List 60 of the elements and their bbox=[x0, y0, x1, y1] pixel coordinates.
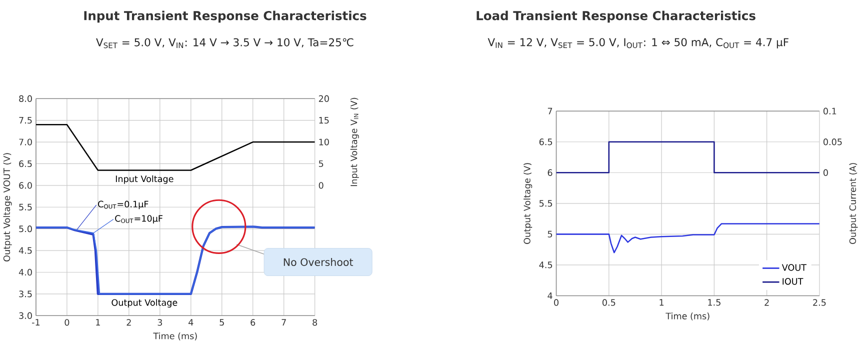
legend-label: IOUT bbox=[782, 278, 804, 285]
chart-subtitle: V$_{SET}$ = 5.0 V, V$_{IN}$: 14 V → 3.5 V → 10 V, Ta=25℃ bbox=[96, 38, 354, 48]
y2-axis-title: Input Voltage V$_{IN}$ (V) bbox=[350, 98, 359, 186]
x-tick-label: 0.5 bbox=[602, 299, 616, 306]
y-tick-label: 5.0 bbox=[19, 226, 32, 232]
y-tick-label: 7 bbox=[548, 108, 552, 115]
x-tick-label: 0 bbox=[554, 299, 558, 306]
annotation: No Overshoot bbox=[284, 258, 354, 266]
x-tick-label: 3 bbox=[158, 319, 162, 326]
y2-tick-label: 10 bbox=[319, 138, 329, 146]
y-tick-label: 4.5 bbox=[539, 262, 552, 268]
y-axis-title: Output Voltage VOUT (V) bbox=[3, 153, 12, 262]
y2-tick-label: 0.05 bbox=[823, 138, 842, 146]
x-tick-label: -1 bbox=[32, 319, 40, 326]
y-tick-label: 7.0 bbox=[19, 138, 32, 146]
y2-tick-label: 0 bbox=[823, 170, 828, 176]
y-axis-title: Output Voltage (V) bbox=[524, 163, 532, 244]
y-tick-label: 4.5 bbox=[18, 247, 32, 254]
x-tick-label: 6 bbox=[250, 319, 256, 326]
x-tick-label: 2.5 bbox=[813, 299, 826, 306]
chart-title: Input Transient Response Characteristics bbox=[84, 10, 366, 23]
y-tick-label: 6 bbox=[548, 170, 552, 176]
y-tick-label: 3.5 bbox=[19, 290, 32, 298]
series-label: Input Voltage bbox=[116, 176, 174, 184]
x-axis-title: Time (ms) bbox=[153, 332, 197, 341]
y2-tick-label: 0 bbox=[318, 182, 324, 189]
line-series bbox=[556, 223, 820, 254]
y-tick-label: 5.5 bbox=[539, 200, 552, 207]
y-tick-label: 6.5 bbox=[19, 160, 32, 168]
y-tick-label: 8.0 bbox=[19, 95, 32, 102]
legend-label: VOUT bbox=[782, 264, 806, 272]
text: C$_{OUT}$=10µF bbox=[115, 215, 162, 224]
text: V$_{IN}$ = 12 V, V$_{SET}$ = 5.0 V, I$_{OUT}$: 1 ⇔ 50 mA, C$_{OUT}$ = 4.7 µF bbox=[488, 38, 788, 49]
y2-tick-label: 15 bbox=[319, 117, 329, 124]
x-tick-label: 7 bbox=[282, 319, 286, 326]
x-tick-label: 8 bbox=[312, 319, 318, 326]
x-tick-label: 4 bbox=[188, 319, 194, 326]
x-tick-label: 0 bbox=[64, 319, 70, 326]
y-tick-label: 6.0 bbox=[19, 182, 32, 189]
x-axis-title: Time (ms) bbox=[666, 312, 710, 321]
x-tick-label: 2 bbox=[126, 319, 131, 326]
y2-tick-label: 20 bbox=[318, 95, 329, 102]
y-tick-label: 5 bbox=[548, 231, 552, 238]
y-tick-label: 5.5 bbox=[19, 204, 32, 211]
y2-tick-label: 5 bbox=[318, 160, 324, 168]
y-tick-label: 7.5 bbox=[19, 117, 32, 124]
y2-axis-title: Output Current (A) bbox=[849, 163, 858, 244]
x-tick-label: 1 bbox=[96, 319, 100, 326]
text: C$_{OUT}$=0.1µF bbox=[98, 200, 148, 210]
x-tick-label: 1 bbox=[660, 299, 664, 306]
y-tick-label: 4 bbox=[548, 292, 552, 300]
chart-title: Load Transient Response Characteristics bbox=[476, 10, 756, 23]
y-tick-label: 6.5 bbox=[539, 138, 552, 146]
x-tick-label: 2 bbox=[764, 299, 769, 306]
annotation: Output Voltage bbox=[112, 299, 178, 308]
x-tick-label: 5 bbox=[220, 319, 224, 326]
y2-tick-label: 0.1 bbox=[823, 108, 836, 115]
y-tick-label: 4.0 bbox=[18, 269, 32, 276]
y-tick-label: 3.0 bbox=[19, 312, 32, 320]
x-tick-label: 1.5 bbox=[708, 299, 720, 306]
